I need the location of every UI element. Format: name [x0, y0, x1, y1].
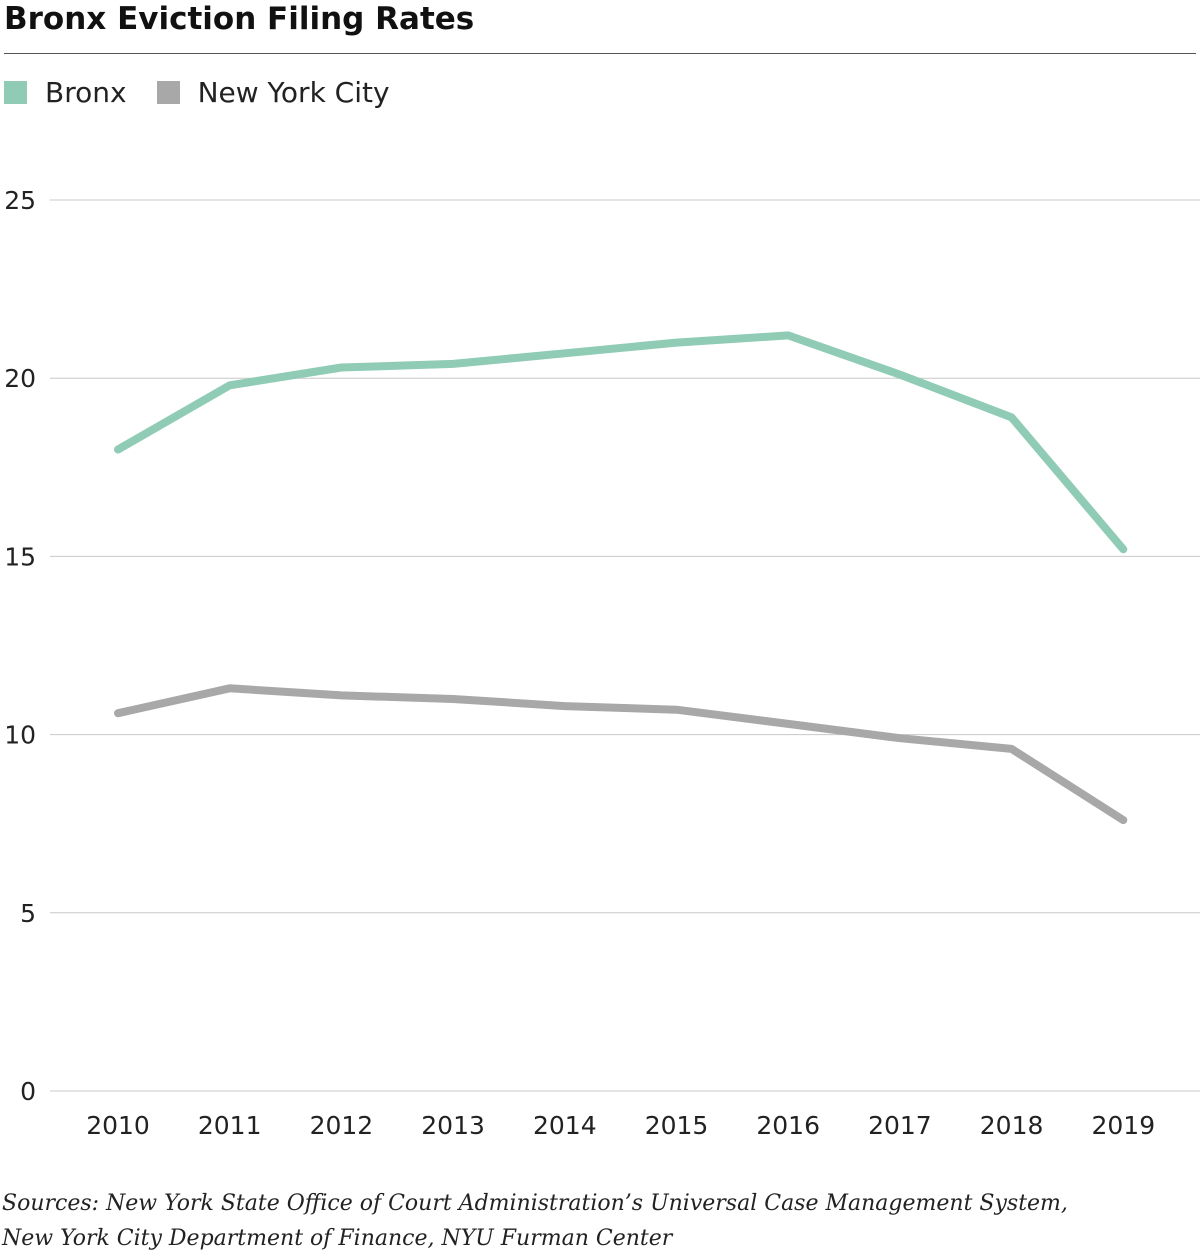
- gridlines: [50, 199, 1200, 1092]
- legend: Bronx New York City: [4, 74, 420, 110]
- source-note: Sources: New York State Office of Court …: [2, 1186, 1192, 1256]
- x-tick-label: 2011: [198, 1111, 262, 1140]
- x-tick-label: 2013: [421, 1111, 485, 1140]
- x-tick-label: 2010: [86, 1111, 150, 1140]
- x-axis-ticks: 2010 2011 2012 2013 2014 2015 2016 2017 2018 2019: [86, 1111, 1155, 1140]
- legend-label-bronx: Bronx: [45, 75, 127, 109]
- chart-title: Bronx Eviction Filing Rates: [4, 1, 475, 37]
- legend-item-nyc: New York City: [156, 75, 390, 109]
- legend-swatch-nyc: [156, 80, 180, 104]
- y-tick-label: 0: [20, 1077, 36, 1106]
- x-tick-label: 2018: [980, 1111, 1044, 1140]
- legend-item-bronx: Bronx: [4, 76, 127, 109]
- x-tick-label: 2012: [310, 1111, 374, 1140]
- source-line-1: Sources: New York State Office of Court …: [2, 1191, 1068, 1216]
- x-tick-label: 2017: [868, 1111, 932, 1140]
- title-divider: [4, 53, 1196, 54]
- x-tick-label: 2015: [645, 1111, 709, 1140]
- series-line-nyc: [114, 684, 1128, 825]
- y-tick-label: 15: [4, 542, 36, 571]
- y-tick-label: 20: [4, 364, 36, 393]
- y-axis-ticks: 0 5 10 15 20 25: [4, 186, 36, 1106]
- x-tick-label: 2016: [756, 1111, 820, 1140]
- series-line-bronx: [114, 331, 1128, 554]
- y-tick-label: 25: [4, 186, 36, 215]
- y-tick-label: 10: [4, 721, 36, 750]
- legend-label-nyc: New York City: [197, 75, 390, 109]
- x-tick-label: 2014: [533, 1111, 597, 1140]
- legend-swatch-bronx: [4, 80, 27, 104]
- source-line-2: New York City Department of Finance, NYU…: [2, 1226, 673, 1251]
- series-lines: [114, 331, 1128, 825]
- y-tick-label: 5: [20, 899, 36, 928]
- x-tick-label: 2019: [1091, 1111, 1155, 1140]
